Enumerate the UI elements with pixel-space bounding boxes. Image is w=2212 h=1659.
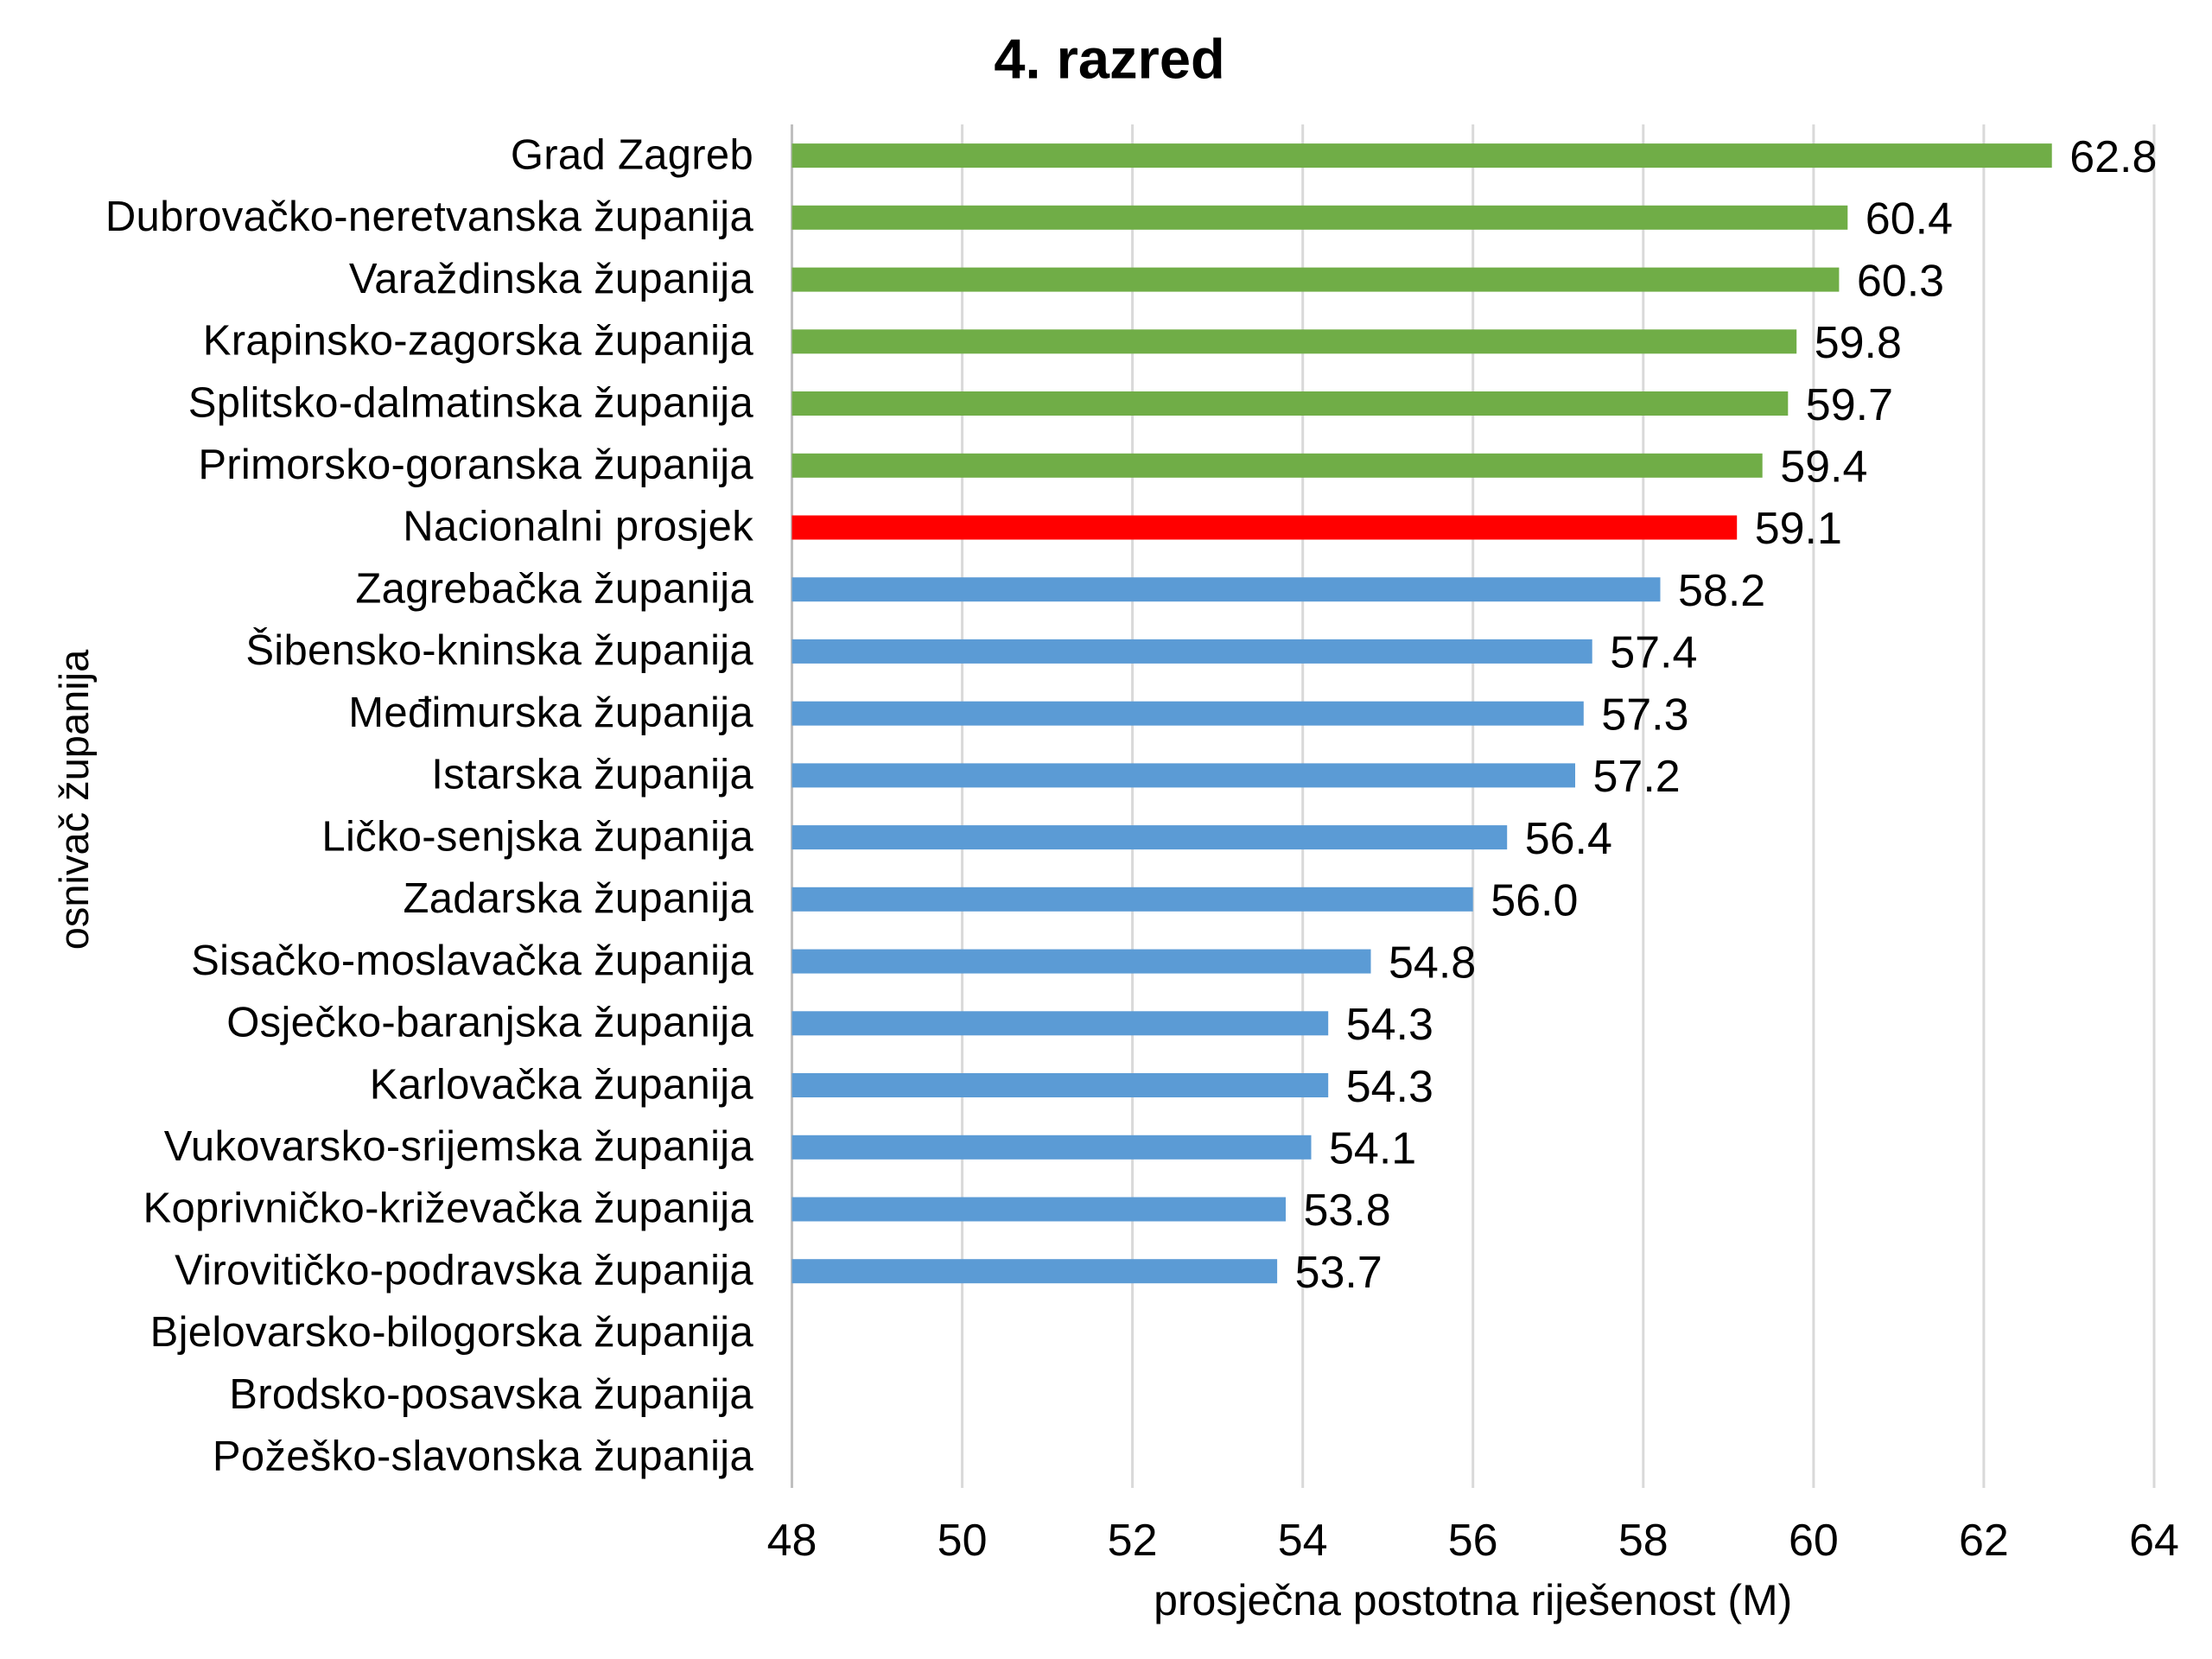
svg-text:60: 60 (1789, 1516, 1839, 1566)
svg-text:Vukovarsko-srijemska županija: Vukovarsko-srijemska županija (164, 1123, 754, 1170)
svg-text:57.2: 57.2 (1593, 752, 1681, 802)
svg-text:54.3: 54.3 (1346, 1000, 1433, 1050)
svg-text:60.4: 60.4 (1866, 194, 1953, 245)
svg-text:52: 52 (1108, 1516, 1158, 1566)
svg-text:Ličko-senjska županija: Ličko-senjska županija (321, 813, 753, 860)
svg-text:Sisačko-moslavačka županija: Sisačko-moslavačka županija (191, 938, 753, 984)
svg-text:54.8: 54.8 (1389, 938, 1476, 988)
svg-text:Nacionalni prosjek: Nacionalni prosjek (403, 504, 753, 550)
svg-text:prosječna postotna riješenost: prosječna postotna riješenost (M) (1154, 1576, 1792, 1624)
svg-text:Dubrovačko-neretvanska županij: Dubrovačko-neretvanska županija (105, 194, 754, 240)
svg-text:60.3: 60.3 (1857, 256, 1944, 306)
svg-text:56: 56 (1448, 1516, 1498, 1566)
svg-text:62: 62 (1959, 1516, 2009, 1566)
svg-text:50: 50 (938, 1516, 988, 1566)
svg-text:54.1: 54.1 (1329, 1124, 1416, 1174)
svg-text:4. razred: 4. razred (994, 28, 1224, 91)
svg-text:54.3: 54.3 (1346, 1062, 1433, 1112)
svg-text:Zagrebačka županija: Zagrebačka županija (355, 566, 753, 613)
svg-text:Istarska županija: Istarska županija (431, 752, 753, 798)
svg-text:Međimurska županija: Međimurska županija (348, 690, 753, 736)
svg-text:59.7: 59.7 (1806, 380, 1893, 430)
svg-text:62.8: 62.8 (2069, 132, 2157, 182)
svg-text:Brodsko-posavska županija: Brodsko-posavska županija (229, 1371, 753, 1418)
svg-text:Varaždinska županija: Varaždinska županija (349, 256, 754, 302)
svg-text:58: 58 (1618, 1516, 1669, 1566)
svg-text:osnivač županija: osnivač županija (51, 649, 97, 950)
svg-text:59.8: 59.8 (1815, 318, 1902, 368)
svg-text:Virovitičko-podravska županija: Virovitičko-podravska županija (175, 1248, 753, 1294)
svg-text:58.2: 58.2 (1678, 566, 1765, 616)
svg-text:Grad Zagreb: Grad Zagreb (511, 131, 753, 178)
svg-text:Krapinsko-zagorska županija: Krapinsko-zagorska županija (203, 318, 754, 365)
svg-text:53.8: 53.8 (1304, 1185, 1391, 1236)
svg-text:48: 48 (767, 1516, 817, 1566)
svg-text:Bjelovarsko-bilogorska županij: Bjelovarsko-bilogorska županija (150, 1309, 754, 1356)
svg-text:57.3: 57.3 (1601, 690, 1688, 740)
svg-text:56.0: 56.0 (1491, 876, 1578, 926)
svg-text:59.4: 59.4 (1780, 442, 1867, 493)
svg-text:Osječko-baranjska županija: Osječko-baranjska županija (226, 1000, 753, 1046)
svg-text:64: 64 (2129, 1516, 2179, 1566)
svg-text:57.4: 57.4 (1610, 628, 1697, 678)
svg-text:Koprivničko-križevačka županij: Koprivničko-križevačka županija (143, 1185, 754, 1232)
svg-text:Šibensko-kninska županija: Šibensko-kninska županija (245, 627, 753, 674)
svg-text:53.7: 53.7 (1295, 1248, 1382, 1298)
svg-text:Karlovačka županija: Karlovačka županija (370, 1061, 754, 1108)
svg-text:Požeško-slavonska županija: Požeško-slavonska županija (213, 1433, 754, 1480)
svg-text:Splitsko-dalmatinska županija: Splitsko-dalmatinska županija (188, 379, 754, 426)
svg-text:56.4: 56.4 (1525, 814, 1612, 864)
svg-text:59.1: 59.1 (1755, 504, 1842, 554)
svg-text:54: 54 (1278, 1516, 1328, 1566)
svg-text:Zadarska županija: Zadarska županija (404, 875, 754, 922)
svg-text:Primorsko-goranska županija: Primorsko-goranska županija (198, 442, 753, 488)
